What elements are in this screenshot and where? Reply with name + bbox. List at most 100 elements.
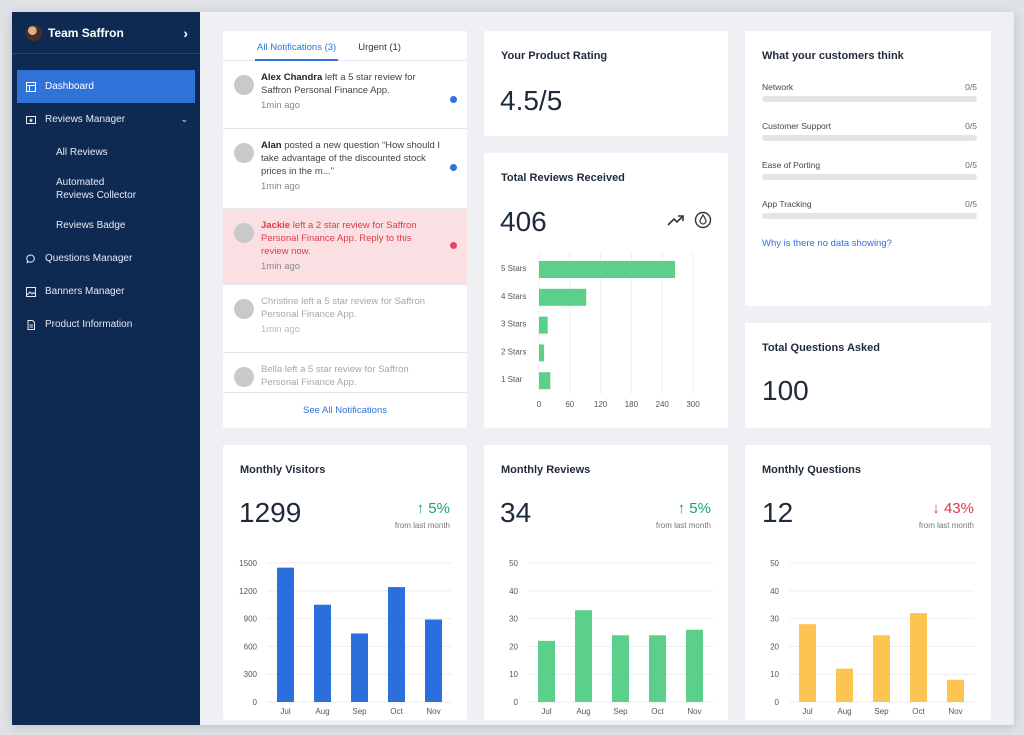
- x-tick-label: 120: [594, 400, 608, 409]
- feedback-label: App Tracking: [762, 199, 812, 209]
- bar: [539, 261, 676, 278]
- x-tick-label: 240: [656, 400, 670, 409]
- notification-text: left a 2 star review for Saffron Persona…: [261, 220, 417, 257]
- dashboard-icon: [26, 81, 36, 92]
- monthly-visitors-chart: 0 300 600 900 1200 1500 Jul Aug Sep Oct Nov: [239, 559, 452, 716]
- bar: [910, 613, 927, 702]
- bar: [686, 629, 703, 702]
- unread-dot: [450, 242, 457, 249]
- bar: [314, 604, 331, 702]
- y-tick-label: 900: [244, 615, 258, 624]
- y-tick-label: 40: [770, 587, 779, 596]
- notification-author: Alan: [261, 140, 282, 151]
- sidebar-item-label: Product Information: [45, 319, 133, 330]
- chevron-right-icon[interactable]: ›: [183, 24, 188, 41]
- sidebar: Team Saffron › Dashboard Reviews Manager…: [12, 12, 200, 725]
- change-caption: from last month: [918, 521, 974, 530]
- x-tick-label: Oct: [912, 707, 925, 716]
- notification-item[interactable]: Christine left a 5 star review for Saffr…: [223, 285, 467, 353]
- feedback-score: 0/5: [965, 160, 977, 170]
- see-all-notifications-link[interactable]: See All Notifications: [223, 392, 467, 428]
- feedback-score: 0/5: [965, 82, 977, 92]
- y-tick-label: 0: [253, 698, 258, 707]
- feedback-label: Ease of Porting: [762, 160, 821, 170]
- notification-item[interactable]: Alex Chandra left a 5 star review for Sa…: [223, 61, 467, 129]
- bar: [575, 610, 592, 702]
- notification-tabs: All Notifications (3) Urgent (1): [223, 39, 467, 61]
- sidebar-item-reviews-manager[interactable]: Reviews Manager ⌄: [12, 103, 200, 136]
- chat-bubble-icon: [26, 254, 36, 264]
- sidebar-subitem-reviews-badge[interactable]: Reviews Badge: [56, 220, 126, 231]
- y-tick-label: 1 Star: [501, 375, 523, 384]
- tab-all-notifications[interactable]: All Notifications (3): [255, 39, 339, 61]
- y-tick-label: 0: [514, 698, 519, 707]
- monthly-reviews-card: Monthly Reviews 34 ↑ 5% from last month …: [484, 445, 728, 720]
- monthly-visitors-card: Monthly Visitors 1299 ↑ 5% from last mon…: [223, 445, 467, 720]
- y-tick-label: 30: [770, 615, 779, 624]
- unread-dot: [450, 96, 457, 103]
- app-window: Team Saffron › Dashboard Reviews Manager…: [12, 12, 1014, 725]
- feedback-bar: [762, 135, 977, 141]
- image-icon: [26, 286, 36, 297]
- notification-item[interactable]: Alan posted a new question “How should I…: [223, 129, 467, 209]
- team-switcher[interactable]: Team Saffron ›: [12, 12, 200, 54]
- no-data-help-link[interactable]: Why is there no data showing?: [762, 238, 892, 249]
- change-caption: from last month: [394, 521, 450, 530]
- notifications-card: All Notifications (3) Urgent (1) Alex Ch…: [223, 31, 467, 428]
- x-tick-label: Sep: [352, 707, 367, 716]
- trending-up-icon[interactable]: [667, 213, 685, 232]
- y-tick-label: 10: [509, 670, 518, 679]
- feedback-bar: [762, 96, 977, 102]
- sidebar-subitem-reviews-collector[interactable]: Automated Reviews Collector: [12, 169, 200, 209]
- chevron-down-icon[interactable]: ⌄: [180, 114, 188, 124]
- feedback-row-app-tracking: App Tracking 0/5: [762, 199, 977, 219]
- y-tick-label: 300: [244, 670, 258, 679]
- sidebar-item-product-information[interactable]: Product Information: [12, 308, 200, 341]
- feedback-row-network: Network 0/5: [762, 82, 977, 102]
- x-tick-label: Jul: [802, 707, 812, 716]
- sidebar-item-label: Questions Manager: [45, 253, 133, 264]
- sidebar-item-dashboard[interactable]: Dashboard: [17, 70, 195, 103]
- total-reviews-chart: 0 60 120 180 240 300 5 Stars 4 Stars 3 Stars 2 St…: [501, 253, 700, 409]
- sidebar-item-banners-manager[interactable]: Banners Manager: [12, 275, 200, 308]
- y-tick-label: 50: [770, 559, 779, 568]
- y-tick-label: 30: [509, 615, 518, 624]
- y-tick-label: 600: [244, 642, 258, 651]
- product-rating-card: Your Product Rating 4.5/5: [484, 31, 728, 136]
- sidebar-subitem-label: Automated: [56, 177, 105, 188]
- x-tick-label: Nov: [426, 707, 440, 716]
- feedback-row-ease-of-porting: Ease of Porting 0/5: [762, 160, 977, 180]
- feedback-label: Customer Support: [762, 121, 831, 131]
- rating-value: 4.5/5: [500, 85, 563, 116]
- y-tick-label: 4 Stars: [501, 292, 526, 301]
- drop-icon[interactable]: [694, 211, 712, 234]
- tab-urgent[interactable]: Urgent (1): [358, 42, 401, 53]
- total-questions-card: Total Questions Asked 100: [745, 323, 991, 428]
- card-title: Monthly Visitors: [240, 464, 326, 476]
- unread-dot: [450, 164, 457, 171]
- avatar: [234, 367, 254, 387]
- notification-item[interactable]: Bella left a 5 star review for Saffron P…: [223, 353, 467, 413]
- x-tick-label: Jul: [541, 707, 551, 716]
- monthly-questions-value: 12: [762, 497, 794, 528]
- feedback-row-customer-support: Customer Support 0/5: [762, 121, 977, 141]
- notification-time: 1min ago: [261, 181, 301, 192]
- change-indicator: ↓ 43%: [932, 500, 974, 517]
- sidebar-item-questions-manager[interactable]: Questions Manager: [12, 242, 200, 275]
- x-tick-label: Oct: [390, 707, 403, 716]
- document-icon: [26, 319, 36, 330]
- bar: [351, 633, 368, 702]
- bar: [799, 624, 816, 702]
- y-tick-label: 50: [509, 559, 518, 568]
- feedback-score: 0/5: [965, 199, 977, 209]
- notification-item-urgent[interactable]: Jackie left a 2 star review for Saffron …: [223, 209, 467, 285]
- x-tick-label: Nov: [948, 707, 962, 716]
- y-tick-label: 10: [770, 670, 779, 679]
- bar: [612, 635, 629, 702]
- x-tick-label: Sep: [613, 707, 628, 716]
- avatar: [234, 75, 254, 95]
- y-tick-label: 0: [775, 698, 780, 707]
- sidebar-subitem-all-reviews[interactable]: All Reviews: [56, 147, 108, 158]
- card-title: What your customers think: [762, 50, 904, 62]
- sidebar-item-label: Banners Manager: [45, 286, 125, 297]
